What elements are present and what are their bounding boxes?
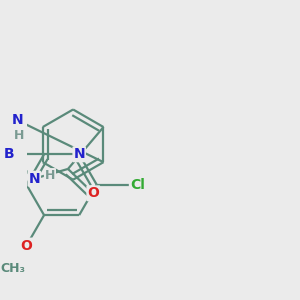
Text: H: H (45, 169, 55, 182)
Text: N: N (12, 113, 23, 127)
Text: O: O (87, 186, 99, 200)
Text: H: H (14, 129, 24, 142)
Text: N: N (28, 172, 40, 186)
Text: N: N (74, 147, 85, 161)
Text: B: B (4, 147, 14, 161)
Text: Cl: Cl (130, 178, 145, 192)
Text: O: O (21, 238, 32, 253)
Text: CH₃: CH₃ (1, 262, 26, 275)
